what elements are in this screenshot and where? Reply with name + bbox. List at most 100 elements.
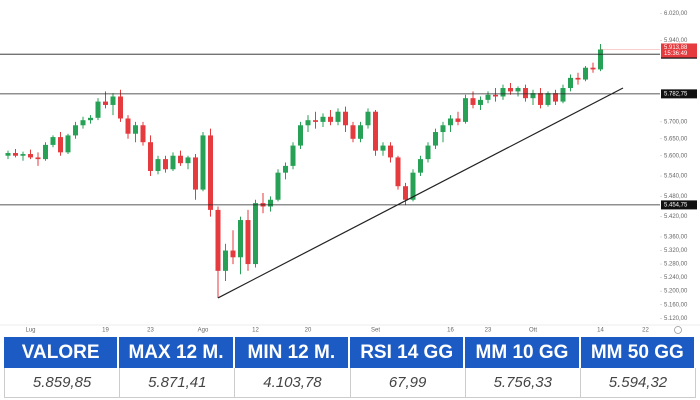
- header-cell: MAX 12 M.: [119, 337, 235, 368]
- candle-body: [28, 154, 33, 158]
- y-tick-label: 5.650,00: [664, 136, 688, 142]
- candle-body: [568, 77, 573, 89]
- y-tick-label: 5.240,00: [664, 275, 688, 281]
- candle-body: [508, 88, 513, 92]
- value-cell: 5.859,85: [4, 368, 121, 398]
- candle-body: [95, 101, 101, 118]
- candle-body: [103, 101, 108, 105]
- candle-body: [275, 172, 281, 200]
- candle-body: [403, 186, 408, 200]
- y-tick-label: 5.940,00: [664, 38, 688, 44]
- y-tick-label: 5.420,00: [664, 214, 688, 220]
- candle-body: [73, 125, 78, 136]
- candle-body: [88, 117, 93, 121]
- candle-body: [590, 67, 596, 70]
- price-box: [661, 43, 697, 58]
- x-tick-label: 14: [597, 328, 604, 334]
- candle-body: [313, 120, 318, 122]
- x-tick-label: Ott: [529, 328, 537, 334]
- candle-body: [80, 120, 86, 126]
- candle-body: [268, 199, 273, 207]
- candle-body: [43, 144, 48, 160]
- level-label: 5.454,75: [664, 202, 688, 208]
- value-cell: 5.756,33: [465, 368, 581, 398]
- candle-body: [133, 125, 138, 134]
- candle-body: [223, 250, 228, 271]
- candle-body: [395, 157, 401, 187]
- candle-body: [230, 250, 236, 258]
- y-tick-label: 5.160,00: [664, 302, 688, 308]
- y-tick-label: 5.600,00: [664, 153, 688, 159]
- candle-body: [350, 125, 356, 139]
- level-label: 5.782,75: [664, 91, 688, 97]
- candle-body: [388, 145, 393, 158]
- y-tick-label: 5.480,00: [664, 194, 688, 200]
- candle-body: [440, 125, 446, 133]
- header-cell: RSI 14 GG: [349, 337, 466, 368]
- candle-body: [5, 153, 11, 156]
- header-cell: MM 10 GG: [465, 337, 581, 368]
- candle-body: [418, 159, 423, 173]
- header-cell: MM 50 GG: [580, 337, 696, 368]
- x-tick-label: Ago: [198, 328, 209, 334]
- candle-body: [463, 98, 468, 122]
- candle-body: [305, 120, 311, 126]
- x-tick-label: 22: [642, 328, 649, 334]
- y-tick-label: 6.020,00: [664, 11, 688, 17]
- settings-icon[interactable]: [674, 326, 682, 334]
- candle-body: [448, 118, 453, 126]
- stats-table: VALORE MAX 12 M. MIN 12 M. RSI 14 GG MM 10 G…: [4, 337, 697, 398]
- candle-body: [358, 125, 363, 139]
- candle-body: [538, 93, 543, 105]
- x-tick-label: 19: [102, 328, 109, 334]
- value-cell: 4.103,78: [235, 368, 351, 398]
- y-tick-label: 5.280,00: [664, 262, 688, 268]
- candle-body: [253, 203, 258, 265]
- candle-body: [365, 111, 371, 126]
- candle-body: [13, 153, 18, 156]
- header-row: VALORE MAX 12 M. MIN 12 M. RSI 14 GG MM 10 G…: [4, 337, 696, 368]
- candle-body: [335, 111, 341, 122]
- candle-body: [200, 135, 206, 190]
- value-cell: 67,99: [350, 368, 466, 398]
- y-tick-label: 5.540,00: [664, 174, 688, 180]
- candle-body: [148, 142, 153, 171]
- price-label: 5.913,88: [664, 45, 688, 51]
- level-label-box: [661, 200, 697, 210]
- trendline: [217, 87, 624, 299]
- y-tick-label: 5.120,00: [664, 316, 688, 322]
- value-row: 5.859,85 5.871,41 4.103,78 67,99 5.756,33 5.5…: [4, 368, 697, 398]
- y-tick-label: 5.700,00: [664, 119, 688, 125]
- candle-body: [470, 98, 476, 105]
- candle-body: [545, 93, 551, 105]
- candle-body: [155, 159, 161, 171]
- candle-body: [118, 96, 123, 119]
- x-tick-label: 20: [305, 328, 312, 334]
- y-tick-label: 5.200,00: [664, 289, 688, 295]
- candle-body: [208, 135, 213, 210]
- candle-body: [343, 111, 348, 126]
- chart: 6.020,00 5.940,00 5.700,00 5.650,00 5.600,00…: [0, 11, 700, 334]
- x-tick-label: Lug: [25, 328, 35, 334]
- candle-body: [530, 93, 536, 99]
- candle-body: [493, 94, 498, 97]
- candle-body: [58, 137, 63, 153]
- candle-body: [478, 99, 483, 105]
- y-tick-label: 5.360,00: [664, 235, 688, 241]
- candle-body: [598, 49, 603, 70]
- candle-body: [373, 111, 378, 151]
- candle-body: [560, 88, 566, 102]
- candle-body: [170, 155, 176, 170]
- candle-body: [410, 172, 416, 200]
- candle-body: [185, 157, 191, 164]
- candle-body: [50, 137, 56, 145]
- candle-body: [320, 116, 326, 122]
- x-tick-label: 23: [147, 328, 154, 334]
- candle-body: [20, 154, 26, 156]
- candle-body: [575, 77, 581, 80]
- candle-body: [290, 145, 296, 166]
- candle-body: [245, 220, 251, 265]
- candle-body: [433, 132, 438, 146]
- header-cell: MIN 12 M.: [234, 337, 350, 368]
